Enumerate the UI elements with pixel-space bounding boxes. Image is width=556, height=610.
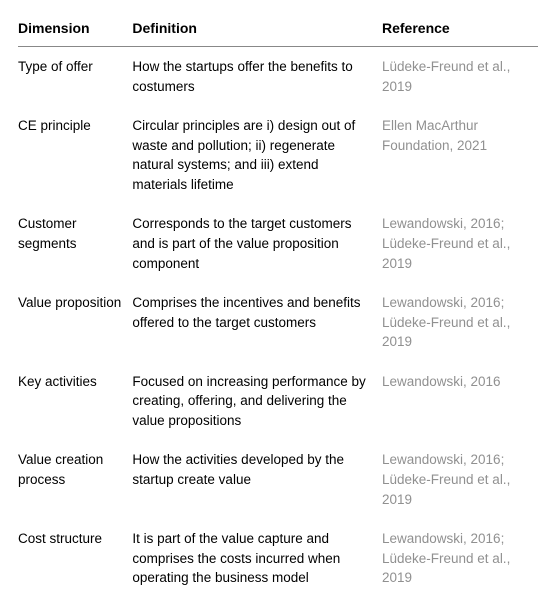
cell-dimension: Cost structure: [18, 519, 132, 598]
dimensions-table: Dimension Definition Reference Type of o…: [18, 12, 538, 598]
cell-definition: How the startups offer the benefits to c…: [132, 47, 382, 107]
cell-dimension: Key activities: [18, 362, 132, 441]
cell-reference: Lewandowski, 2016; Lüdeke-Freund et al.,…: [382, 440, 538, 519]
header-definition: Definition: [132, 12, 382, 47]
table-row: Type of offer How the startups offer the…: [18, 47, 538, 107]
table-row: Customer segments Corresponds to the tar…: [18, 204, 538, 283]
cell-dimension: Value creation process: [18, 440, 132, 519]
table-row: Value creation process How the activitie…: [18, 440, 538, 519]
cell-definition: Circular principles are i) design out of…: [132, 106, 382, 204]
cell-reference: Lewandowski, 2016; Lüdeke-Freund et al.,…: [382, 283, 538, 362]
cell-definition: Comprises the incentives and benefits of…: [132, 283, 382, 362]
cell-reference: Lewandowski, 2016; Lüdeke-Freund et al.,…: [382, 204, 538, 283]
cell-definition: Focused on increasing performance by cre…: [132, 362, 382, 441]
table-body: Type of offer How the startups offer the…: [18, 47, 538, 598]
cell-definition: How the activities developed by the star…: [132, 440, 382, 519]
cell-dimension: CE principle: [18, 106, 132, 204]
cell-reference: Lewandowski, 2016; Lüdeke-Freund et al.,…: [382, 519, 538, 598]
header-dimension: Dimension: [18, 12, 132, 47]
cell-definition: It is part of the value capture and comp…: [132, 519, 382, 598]
cell-dimension: Customer segments: [18, 204, 132, 283]
cell-dimension: Type of offer: [18, 47, 132, 107]
table-row: CE principle Circular principles are i) …: [18, 106, 538, 204]
cell-definition: Corresponds to the target customers and …: [132, 204, 382, 283]
table-row: Value proposition Comprises the incentiv…: [18, 283, 538, 362]
header-reference: Reference: [382, 12, 538, 47]
cell-dimension: Value proposition: [18, 283, 132, 362]
cell-reference: Ellen MacArthur Foundation, 2021: [382, 106, 538, 204]
table-row: Key activities Focused on increasing per…: [18, 362, 538, 441]
cell-reference: Lüdeke-Freund et al., 2019: [382, 47, 538, 107]
table-row: Cost structure It is part of the value c…: [18, 519, 538, 598]
header-row: Dimension Definition Reference: [18, 12, 538, 47]
cell-reference: Lewandowski, 2016: [382, 362, 538, 441]
